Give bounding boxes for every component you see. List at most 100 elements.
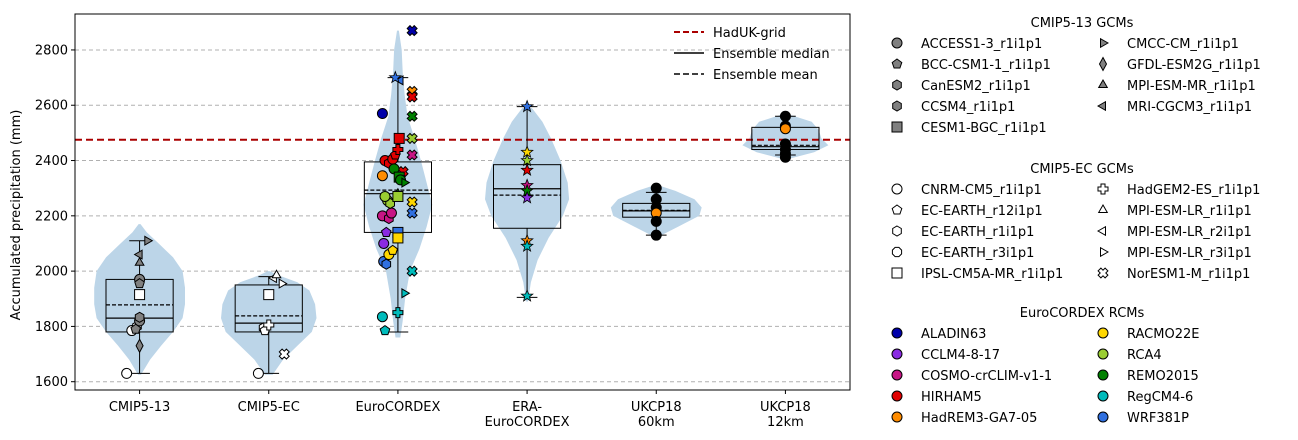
data-point-circle	[378, 237, 390, 249]
data-point-tri-right	[144, 235, 154, 246]
legend-marker-circle	[891, 369, 903, 381]
legend-label: HadREM3-GA7-05	[921, 411, 1037, 426]
legend-marker-pentagon	[891, 204, 903, 215]
x-tick-label: EuroCORDEX	[355, 400, 440, 415]
y-axis-label: Accumulated precipitation (mm)	[9, 110, 24, 321]
data-point-circle	[252, 367, 264, 379]
legend-label: CNRM-CM5_r1i1p1	[921, 183, 1042, 198]
legend-marker-circle	[1097, 390, 1109, 402]
data-point-star	[520, 99, 534, 113]
data-point-tri-right	[401, 288, 411, 299]
legend-marker-hexagon	[892, 79, 902, 91]
x-tick-label: ERA-	[512, 400, 542, 415]
data-point-circle	[650, 229, 662, 241]
data-point-tri-up	[134, 256, 145, 266]
legend-marker-diamond	[1098, 56, 1108, 72]
legend-label: HIRHAM5	[921, 390, 982, 405]
legend-marker-octagon	[891, 246, 903, 258]
data-point-circle	[376, 170, 388, 182]
data-point-plus	[392, 307, 404, 319]
data-point-circle	[379, 190, 391, 202]
data-point-pentagon	[380, 226, 392, 237]
data-point-cross	[406, 91, 418, 103]
legend-marker-circle	[891, 348, 903, 360]
legend-marker-hexagon	[892, 225, 902, 237]
legend-marker-cross	[1097, 267, 1109, 279]
x-tick-label: EuroCORDEX	[485, 415, 570, 430]
legend-group-title: CMIP5-EC GCMs	[1030, 162, 1134, 177]
legend-marker-circle	[891, 390, 903, 402]
data-point-circle	[121, 367, 133, 379]
data-point-tri-up	[271, 269, 282, 279]
data-point-tri-left	[133, 249, 143, 260]
legend-label: HadGEM2-ES_r1i1p1	[1127, 183, 1260, 198]
data-point-star	[520, 153, 534, 167]
legend-label: Ensemble mean	[713, 68, 818, 83]
legend-marker-circle	[1097, 369, 1109, 381]
data-point-square	[392, 232, 404, 244]
data-point-cross	[406, 196, 418, 208]
grid-lines	[75, 49, 850, 383]
legend-label: RegCM4-6	[1127, 390, 1193, 405]
data-point-pentagon	[387, 244, 399, 255]
legend-label: CMCC-CM_r1i1p1	[1127, 37, 1239, 52]
legend-label: CCLM4-8-17	[921, 348, 1000, 363]
legend-marker-tri-up	[1097, 78, 1109, 88]
legend-marker-tri-up	[1097, 203, 1109, 213]
plot-frame	[74, 13, 851, 391]
legend-label: CCSM4_r1i1p1	[921, 100, 1015, 115]
legend-marker-circle	[891, 37, 903, 49]
legend-marker-circle	[891, 183, 903, 195]
legend-label: NorESM1-M_r1i1p1	[1127, 267, 1250, 282]
legend-label: MPI-ESM-LR_r1i1p1	[1127, 204, 1252, 219]
data-point-square	[263, 289, 275, 301]
legend-marker-circle	[891, 411, 903, 423]
data-point-tri-right	[278, 278, 288, 289]
data-point-circle	[376, 108, 388, 120]
data-point-hexagon	[381, 258, 392, 270]
legend-marker-circle	[891, 327, 903, 339]
legend-marker-tri-right	[1100, 246, 1110, 258]
violin-ukcp12	[742, 114, 829, 160]
x-tick-label: CMIP5-13	[109, 400, 170, 415]
data-point-star	[520, 163, 534, 177]
data-points	[121, 24, 791, 379]
data-point-circle	[650, 215, 662, 227]
data-point-star	[520, 288, 534, 302]
data-point-plus	[392, 144, 404, 155]
data-point-cross	[278, 348, 290, 360]
legend-label: HadUK-grid	[713, 26, 786, 41]
x-tick-label: CMIP5-EC	[238, 400, 300, 415]
legend-label: COSMO-crCLIM-v1-1	[921, 369, 1052, 384]
data-point-circle	[779, 151, 791, 163]
legend-label: RCA4	[1127, 348, 1162, 363]
data-point-cross	[406, 132, 418, 145]
data-point-plus	[263, 319, 275, 331]
outer-legend: CMIP5-13 GCMs ACCESS1-3_r1i1p1 BCC-CSM1-1_…	[891, 16, 1261, 426]
data-point-tri-right	[401, 177, 411, 188]
data-point-circle	[779, 110, 791, 122]
legend-marker-circle	[1097, 327, 1109, 339]
data-point-square	[134, 289, 146, 301]
data-point-diamond	[135, 338, 144, 354]
y-tick-label: 2200	[35, 209, 68, 224]
legend-label: IPSL-CM5A-MR_r1i1p1	[921, 267, 1063, 282]
y-tick-label: 1800	[35, 320, 68, 335]
legend-label: EC-EARTH_r3i1p1	[921, 246, 1034, 261]
data-point-star	[388, 70, 403, 84]
legend-label: MPI-ESM-LR_r3i1p1	[1127, 246, 1252, 261]
data-point-pentagon	[134, 277, 145, 289]
legend-marker-tri-right	[1100, 37, 1110, 49]
data-point-circle	[779, 123, 791, 135]
data-point-cross	[406, 149, 418, 161]
legend-label: REMO2015	[1127, 369, 1199, 384]
x-tick-label: 60km	[638, 415, 675, 430]
legend-marker-circle	[1097, 411, 1109, 423]
y-tick-label: 2400	[35, 154, 68, 169]
y-tick-label: 1600	[35, 375, 68, 390]
legend-marker-pentagon	[891, 58, 903, 69]
violin-eraeuro	[485, 108, 570, 302]
data-point-cross	[406, 207, 418, 219]
legend-marker-plus	[1097, 183, 1109, 195]
x-tick-label: 12km	[767, 415, 804, 430]
